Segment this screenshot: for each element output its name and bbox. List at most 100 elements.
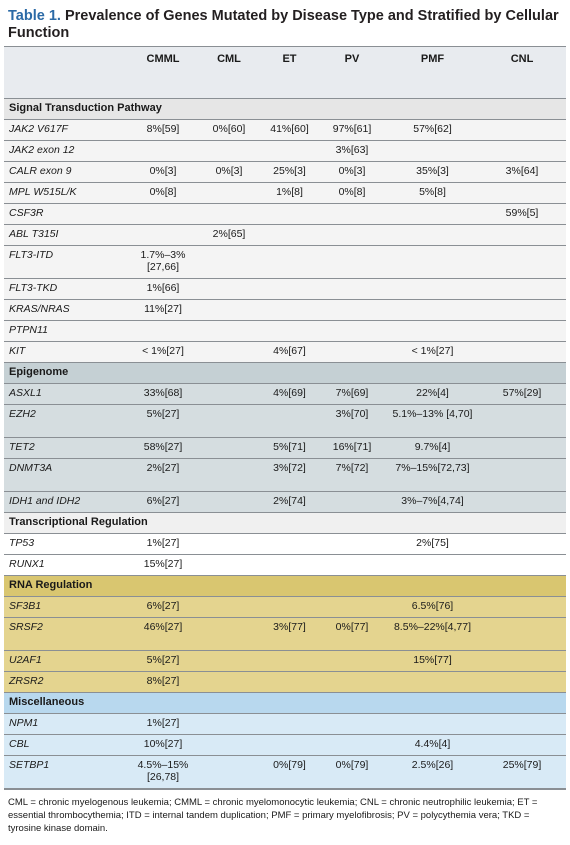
cell-cmml: < 1%[27] <box>130 341 196 363</box>
gene-name: ASXL1 <box>4 383 130 405</box>
cell-et <box>262 224 317 246</box>
cell-pmf: 2.5%[26] <box>387 755 478 789</box>
cell-cnl <box>478 224 566 246</box>
gene-name: KIT <box>4 341 130 363</box>
cell-cnl <box>478 320 566 342</box>
cell-pv: 7%[72] <box>317 458 387 492</box>
cell-cml <box>196 533 262 555</box>
cell-cnl <box>478 278 566 300</box>
table-row-u2af1: U2AF1 5%[27] 15%[77] <box>4 650 566 672</box>
table-row-tp53: TP53 1%[27] 2%[75] <box>4 533 566 555</box>
table-footnote: CML = chronic myelogenous leukemia; CMML… <box>4 789 566 839</box>
cell-cmml: 1%[27] <box>130 533 196 555</box>
cell-cmml: 0%[3] <box>130 161 196 183</box>
cell-cmml: 46%[27] <box>130 617 196 651</box>
cell-cnl <box>478 596 566 618</box>
cell-cml <box>196 341 262 363</box>
cell-cmml: 2%[27] <box>130 458 196 492</box>
cell-cnl <box>478 734 566 756</box>
cell-cmml: 15%[27] <box>130 554 196 576</box>
section-heading: Signal Transduction Pathway <box>4 98 566 120</box>
cell-pmf: 57%[62] <box>387 119 478 141</box>
cell-pmf: 4.4%[4] <box>387 734 478 756</box>
section-row-misc: Miscellaneous <box>4 692 566 714</box>
cell-cml <box>196 404 262 438</box>
cell-pmf <box>387 203 478 225</box>
cell-pv <box>317 299 387 321</box>
table-title: Table 1. Prevalence of Genes Mutated by … <box>4 4 566 46</box>
table-row-npm1: NPM1 1%[27] <box>4 713 566 735</box>
cell-pv <box>317 341 387 363</box>
table-row-kit: KIT < 1%[27] 4%[67] < 1%[27] <box>4 341 566 363</box>
cell-cml <box>196 437 262 459</box>
cell-et: 3%[77] <box>262 617 317 651</box>
table-body: Signal Transduction Pathway JAK2 V617F 8%[… <box>4 98 566 789</box>
cell-cml <box>196 203 262 225</box>
cell-pv: 3%[63] <box>317 140 387 162</box>
cell-cnl <box>478 341 566 363</box>
gene-name: CALR exon 9 <box>4 161 130 183</box>
cell-cmml: 58%[27] <box>130 437 196 459</box>
cell-pv <box>317 554 387 576</box>
cell-cmml: 0%[8] <box>130 182 196 204</box>
cell-et: 4%[67] <box>262 341 317 363</box>
section-row-signal: Signal Transduction Pathway <box>4 98 566 120</box>
gene-name: ABL T315I <box>4 224 130 246</box>
cell-cnl <box>478 491 566 513</box>
cell-cmml: 1.7%–3%[27,66] <box>130 245 196 279</box>
col-header-cmml: CMML <box>130 46 196 99</box>
cell-pv <box>317 713 387 735</box>
section-heading: Miscellaneous <box>4 692 566 714</box>
cell-et <box>262 140 317 162</box>
cell-cml <box>196 182 262 204</box>
cell-et: 5%[71] <box>262 437 317 459</box>
table-caption: Prevalence of Genes Mutated by Disease T… <box>8 8 559 41</box>
cell-et: 1%[8] <box>262 182 317 204</box>
gene-name: ZRSR2 <box>4 671 130 693</box>
section-row-epigenome: Epigenome <box>4 362 566 384</box>
table-row-tet2: TET2 58%[27] 5%[71] 16%[71] 9.7%[4] <box>4 437 566 459</box>
gene-name: U2AF1 <box>4 650 130 672</box>
cell-cml <box>196 650 262 672</box>
cell-cnl <box>478 458 566 492</box>
table-row-ptpn11: PTPN11 <box>4 320 566 342</box>
cell-cnl: 3%[64] <box>478 161 566 183</box>
cell-cmml: 8%[27] <box>130 671 196 693</box>
cell-cnl <box>478 140 566 162</box>
cell-cmml: 6%[27] <box>130 491 196 513</box>
cell-cmml <box>130 140 196 162</box>
cell-et <box>262 671 317 693</box>
cell-et: 3%[72] <box>262 458 317 492</box>
cell-et <box>262 299 317 321</box>
cell-pmf: 3%–7%[4,74] <box>387 491 478 513</box>
cell-pv: 0%[77] <box>317 617 387 651</box>
cell-cmml: 5%[27] <box>130 650 196 672</box>
table-row-cbl: CBL 10%[27] 4.4%[4] <box>4 734 566 756</box>
gene-name: FLT3-TKD <box>4 278 130 300</box>
cell-cml <box>196 671 262 693</box>
cell-pv <box>317 650 387 672</box>
cell-et <box>262 278 317 300</box>
cell-et <box>262 533 317 555</box>
cell-et <box>262 245 317 279</box>
table-row-idh: IDH1 and IDH2 6%[27] 2%[74] 3%–7%[4,74] <box>4 491 566 513</box>
cell-pmf: 15%[77] <box>387 650 478 672</box>
cell-pv <box>317 245 387 279</box>
table-row-csf3r: CSF3R 59%[5] <box>4 203 566 225</box>
gene-name: MPL W515L/K <box>4 182 130 204</box>
section-heading: Transcriptional Regulation <box>4 512 566 534</box>
gene-name: JAK2 V617F <box>4 119 130 141</box>
gene-name: SETBP1 <box>4 755 130 789</box>
gene-name: CSF3R <box>4 203 130 225</box>
cell-cmml: 33%[68] <box>130 383 196 405</box>
gene-name: SF3B1 <box>4 596 130 618</box>
table-row-setbp1: SETBP1 4.5%–15%[26,78] 0%[79] 0%[79] 2.5%[26… <box>4 755 566 789</box>
section-row-transcriptional: Transcriptional Regulation <box>4 512 566 534</box>
cell-cmml: 10%[27] <box>130 734 196 756</box>
col-header-pmf: PMF <box>387 46 478 99</box>
cell-cml <box>196 140 262 162</box>
table-row-abl: ABL T315I 2%[65] <box>4 224 566 246</box>
cell-cml <box>196 491 262 513</box>
cell-pmf: < 1%[27] <box>387 341 478 363</box>
cell-pv <box>317 203 387 225</box>
